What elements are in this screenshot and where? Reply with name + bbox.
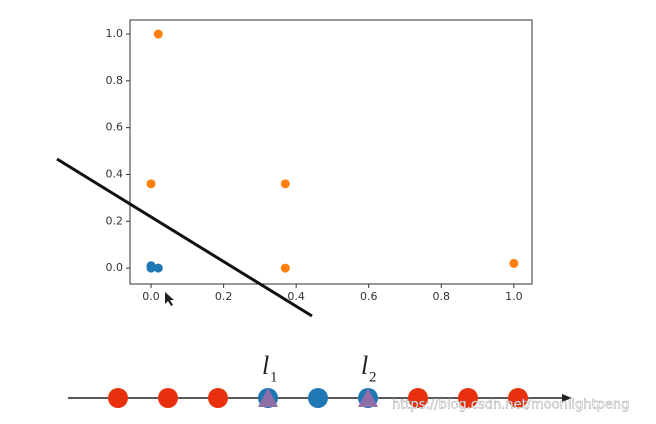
number-line: l 1 l 2 xyxy=(68,351,572,408)
point xyxy=(146,179,156,189)
y-tick-label: 0.2 xyxy=(106,214,124,227)
plot-frame xyxy=(129,19,533,285)
blue-point xyxy=(308,388,328,408)
x-tick-label: 0.2 xyxy=(215,290,233,303)
label-subscript: 1 xyxy=(270,369,278,385)
y-tick-label: 0.0 xyxy=(106,261,124,274)
watermark: https://blog.csdn.net/moonlightpeng xyxy=(392,398,629,413)
x-tick-label: 0.0 xyxy=(142,290,160,303)
x-tick-label: 0.8 xyxy=(433,290,451,303)
red-point xyxy=(508,388,528,408)
point xyxy=(509,258,519,268)
point xyxy=(146,263,156,273)
arrow-head xyxy=(562,394,572,402)
label-subscript: 2 xyxy=(369,369,377,385)
y-tick-label: 0.4 xyxy=(106,167,124,180)
y-tick-label: 0.6 xyxy=(106,121,124,134)
x-tick-label: 1.0 xyxy=(505,290,523,303)
label: l xyxy=(262,351,269,380)
triangle-marker xyxy=(258,388,278,407)
red-point xyxy=(158,388,178,408)
cursor xyxy=(165,292,174,306)
y-tick-label: 0.8 xyxy=(106,74,124,87)
point xyxy=(280,179,290,189)
point xyxy=(153,29,163,39)
y-tick-label: 1.0 xyxy=(106,27,124,40)
red-point xyxy=(108,388,128,408)
plot: 0.0 0.2 0.4 0.6 0.8 1.0 0.0 0.2 0.4 0.6 0.8 1.0 xyxy=(106,27,523,303)
x-tick-label: 0.4 xyxy=(287,290,305,303)
red-point xyxy=(458,388,478,408)
point xyxy=(280,263,290,273)
triangle-marker xyxy=(358,388,378,407)
separating-line xyxy=(56,157,313,318)
red-point xyxy=(208,388,228,408)
red-point xyxy=(408,388,428,408)
x-tick-label: 0.6 xyxy=(360,290,378,303)
label: l xyxy=(361,351,368,380)
point xyxy=(153,263,163,273)
